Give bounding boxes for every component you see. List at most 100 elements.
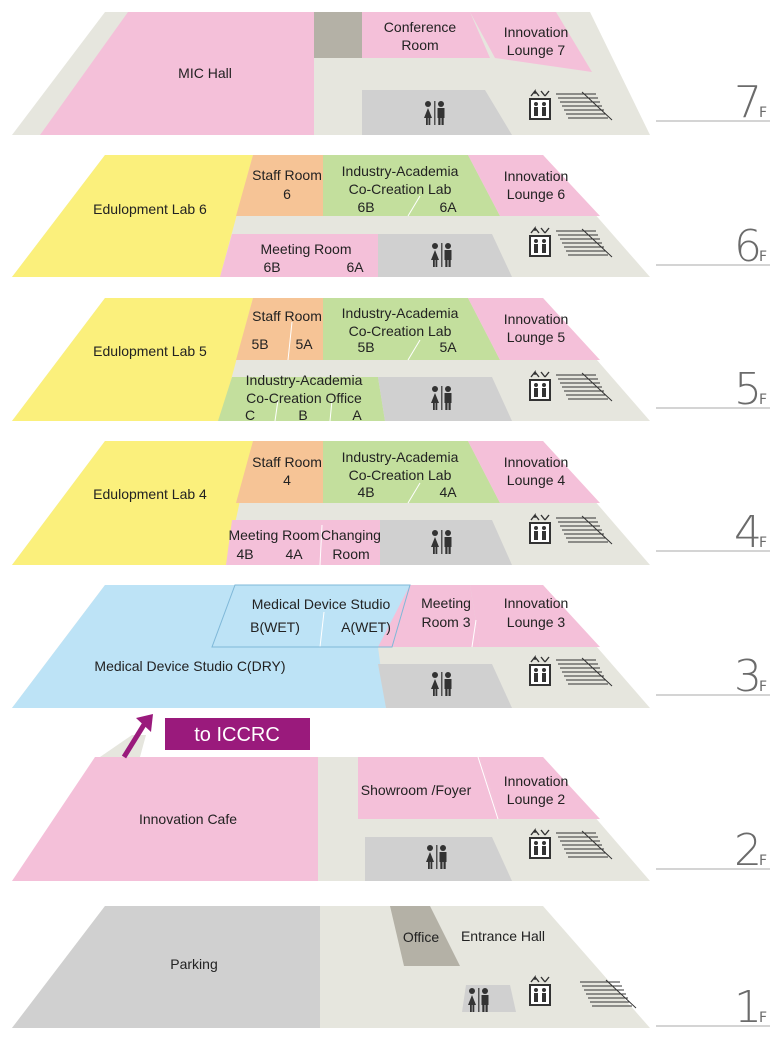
restroom-icon [431,672,452,696]
floor-7-mic-hall-label: MIC Hall [178,65,232,81]
floor-7-mic-hall-area [40,12,314,135]
floor-5-lounge-area [468,298,600,360]
floor-5-industry-academia-office-sub-label: B [298,407,307,423]
floor-6-innovation-lounge-6-label: Innovation [504,168,569,184]
floor-4-industry-academia-lab-4-label: Industry-Academia [342,449,459,465]
floor-6-meeting-room-6-sub-label: 6B [263,259,280,275]
floor-4-divider [319,524,323,566]
floor-1-entrance-hall-label: Entrance Hall [461,928,545,944]
floor-7-suffix: F [759,105,767,121]
to-iccrc-button[interactable] [165,718,310,750]
floor-5-staff-room-5-sub-label: 5B [251,336,268,352]
floor-3-meeting-room-3-label: Room 3 [421,614,470,630]
studio-ab-outline [211,584,411,648]
floor-6-staff-room-6-label: Staff Room [252,167,322,183]
floor-5-industry-academia-lab-5-sub-label: 5B [357,339,374,355]
floor-3-medical-device-studio-ab-sub-label: A(WET) [341,619,391,635]
floor-7-conference-room-label: Room [401,37,438,53]
floor-4-staff-area [236,441,323,503]
floor-4-changing-room-label: Room [332,546,369,562]
restroom-icon [431,243,452,267]
floor-2-divider [477,756,499,820]
floor-6-lab-area [323,155,500,216]
floor-5-innovation-lounge-5-label: Innovation [504,311,569,327]
floor-4-edulopment-area [12,441,253,565]
room-labels: MIC Hall Conference Room Innovation Lounge 7… [93,19,568,972]
floor-2-innovation-lounge-2-label: Lounge 2 [507,791,566,807]
elevator-icon [529,370,551,401]
floor-4-industry-academia-lab-4-label: Co-Creation Lab [349,467,452,483]
restroom-icon [426,845,447,869]
floor-5-edulopment-lab-5-label: Edulopment Lab 5 [93,343,207,359]
floor-3-medical-device-studio-c-label: Medical Device Studio C(DRY) [94,658,285,674]
restroom-icon [468,988,489,1012]
stairs-icon [556,91,613,121]
floor-6-staff-area [236,155,323,216]
floor-7-number: 7 [734,77,762,128]
floor-6-divider [407,195,421,217]
floor-4-edulopment-lab-4-label: Edulopment Lab 4 [93,486,207,502]
floor-5-staff-area [236,298,323,360]
floor-6-industry-academia-lab-6-sub-label: 6A [439,199,457,215]
floor-7-conference-area [362,12,490,58]
floor-2-number: 2 [734,825,762,876]
floor-6-lounge-area [468,155,600,216]
floor-7-wc-area [362,90,512,135]
floor-4-meeting-room-4-label: Meeting Room [228,527,319,543]
stairs-icon [580,979,637,1009]
floor-6-number: 6 [734,221,762,272]
stairs-icon [556,657,613,687]
up-right-arrow-icon[interactable] [100,714,153,759]
floor-3-meeting-room-3-label: Meeting [421,595,471,611]
floor-4-industry-academia-lab-4-sub-label: 4A [439,484,457,500]
floor-3-number: 3 [734,651,762,702]
floor-3-divider [319,611,325,648]
floor-1-office-area [390,906,460,966]
floor-5-office-area [218,377,385,421]
floor-shapes [12,12,770,1028]
floor-1-office-label: Office [403,929,440,945]
to-iccrc-label: to ICCRC [194,724,280,746]
floor-1-parking-area [12,906,320,1028]
floor-6-staff-room-6-label: 6 [283,186,291,202]
floor-3-lounge-area [470,585,600,647]
floor-4-number: 4 [734,507,762,558]
floor-6-industry-academia-lab-6-label: Co-Creation Lab [349,181,452,197]
floor-5-edulopment-area [12,298,253,421]
stairs-icon [556,515,613,545]
stairs-icon [556,830,613,860]
elevator-icon [529,975,551,1006]
floor-5-number: 5 [734,364,762,415]
floor-7-shaft-area [314,12,362,58]
facility-icons [424,89,637,1012]
floor-2-wc-area [365,837,512,881]
floor-7-innovation-lounge-7-label: Lounge 7 [507,42,566,58]
floor-3-medical-device-studio-ab-sub-label: B(WET) [250,619,300,635]
floor-4-changing-room-label: Changing [321,527,381,543]
floor-4-lab-area [323,441,500,503]
floor-6-innovation-lounge-6-label: Lounge 6 [507,186,566,202]
iccrc-link[interactable]: to ICCRC [100,714,310,759]
floor-6-edulopment-lab-6-label: Edulopment Lab 6 [93,201,207,217]
floor-5-divider [329,399,333,422]
floor-7-conference-room-label: Conference [384,19,457,35]
floor-5-innovation-lounge-5-label: Lounge 5 [507,329,566,345]
floor-3-medical-device-studio-ab-label: Medical Device Studio [252,596,391,612]
floor-3-meeting-area [378,585,480,647]
floor-2-innovation-lounge-2-label: Innovation [504,773,569,789]
floor-5-industry-academia-office-sub-label: C [245,407,255,423]
floor-6-industry-academia-lab-6-sub-label: 6B [357,199,374,215]
elevator-icon [529,828,551,859]
floor-3-innovation-lounge-3-label: Lounge 3 [507,614,566,630]
floor-7-innovation-lounge-7-label: Innovation [504,24,569,40]
floor-7-lounge-area [470,12,592,72]
floor-5-industry-academia-lab-5-sub-label: 5A [439,339,457,355]
floor-4-meeting-area [226,520,380,565]
floor-5-industry-academia-office-sub-label: A [352,407,362,423]
floor-4-staff-room-4-label: Staff Room [252,454,322,470]
floor-5-staff-room-5-label: Staff Room [252,308,322,324]
floor-5-industry-academia-lab-5-label: Co-Creation Lab [349,323,452,339]
floor-4-meeting-room-4-sub-label: 4A [285,546,303,562]
